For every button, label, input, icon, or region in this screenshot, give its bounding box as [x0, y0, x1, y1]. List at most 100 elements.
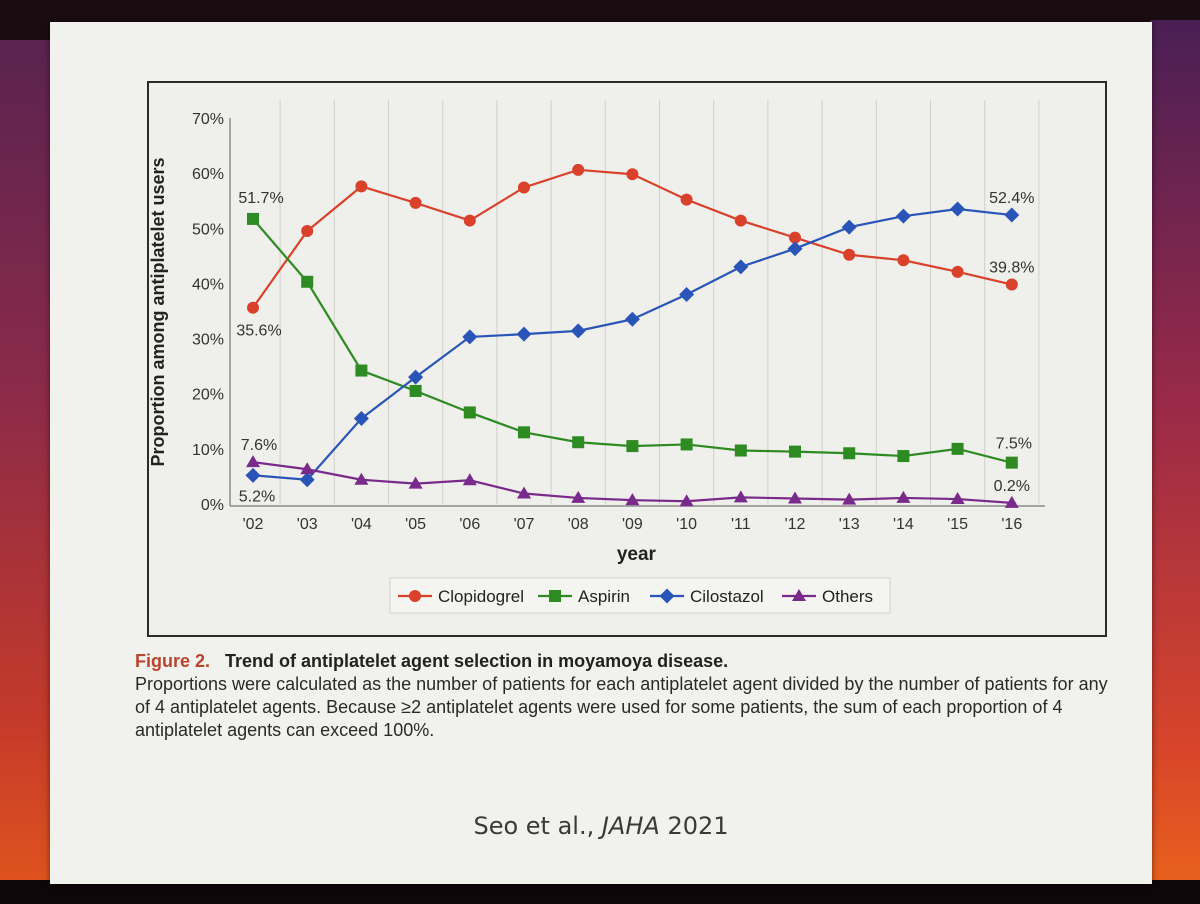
data-point-clopidogrel — [897, 254, 910, 267]
x-tick-label: '16 — [1001, 516, 1022, 533]
data-point-cilostazol — [408, 369, 424, 385]
data-point-cilostazol — [516, 326, 532, 342]
data-point-clopidogrel — [463, 214, 476, 227]
data-point-aspirin — [1005, 456, 1018, 469]
data-point-cilostazol — [679, 286, 695, 302]
data-point-clopidogrel — [789, 231, 801, 244]
data-point-others — [462, 473, 477, 486]
data-point-others — [733, 490, 748, 503]
data-point-cilostazol — [624, 311, 640, 327]
data-point-cilostazol — [841, 219, 857, 235]
data-point-others — [300, 462, 315, 475]
presentation-slide: 0% 10% 20% 30% 40% 50% 60% 70% '02 '03 '04 '05 '06 '0… — [50, 22, 1152, 884]
data-point-others — [1004, 495, 1019, 508]
x-tick-label: '05 — [405, 516, 426, 533]
background-right-decoration — [1150, 20, 1200, 880]
data-point-aspirin — [897, 450, 910, 463]
data-point-cilostazol — [245, 467, 261, 483]
data-point-others — [679, 494, 694, 507]
data-label: 5.2% — [239, 488, 275, 505]
data-point-cilostazol — [353, 411, 369, 427]
data-point-others — [246, 455, 260, 468]
data-point-cilostazol — [1004, 207, 1020, 223]
data-point-others — [896, 490, 911, 503]
y-tick-label: 0% — [201, 497, 224, 514]
data-point-cilostazol — [787, 241, 803, 257]
data-point-clopidogrel — [680, 193, 693, 206]
legend-marker — [792, 589, 806, 601]
data-point-aspirin — [463, 406, 476, 419]
y-tick-label: 50% — [192, 221, 224, 238]
data-point-clopidogrel — [301, 225, 314, 238]
y-tick-label: 20% — [192, 387, 224, 404]
data-label: 0.2% — [994, 478, 1030, 495]
data-point-aspirin — [301, 275, 314, 288]
data-point-clopidogrel — [518, 181, 530, 194]
figure-label: Figure 2. — [135, 651, 211, 671]
data-point-aspirin — [680, 438, 693, 451]
citation: Seo et al., JAHA 2021 — [50, 812, 1152, 840]
data-point-aspirin — [572, 436, 585, 449]
data-point-cilostazol — [299, 472, 315, 488]
data-point-clopidogrel — [247, 301, 259, 314]
y-tick-label: 10% — [192, 442, 224, 459]
data-point-others — [842, 492, 857, 505]
y-axis-title: Proportion among antiplatelet users — [148, 157, 168, 466]
y-tick-label: 70% — [192, 111, 224, 128]
data-point-clopidogrel — [572, 163, 585, 176]
data-point-others — [517, 486, 531, 499]
citation-journal: JAHA — [601, 812, 660, 840]
x-tick-label: '13 — [839, 516, 860, 533]
x-tick-label: '02 — [243, 516, 264, 533]
data-label: 51.7% — [238, 190, 283, 207]
data-point-aspirin — [789, 445, 801, 458]
x-tick-label: '06 — [459, 516, 480, 533]
data-point-cilostazol — [895, 208, 911, 224]
data-label: 52.4% — [989, 190, 1034, 207]
data-point-clopidogrel — [409, 196, 422, 209]
x-tick-label: '12 — [785, 516, 806, 533]
legend-marker — [659, 588, 675, 604]
data-point-clopidogrel — [1005, 278, 1018, 291]
y-tick-label: 60% — [192, 166, 224, 183]
series-line-clopidogrel — [252, 168, 1013, 309]
x-tick-label: '11 — [731, 516, 751, 533]
data-point-clopidogrel — [626, 168, 639, 181]
x-tick-label: '03 — [297, 516, 318, 533]
series-line-aspirin — [252, 218, 1013, 464]
data-point-clopidogrel — [734, 214, 747, 227]
data-point-aspirin — [626, 440, 639, 453]
data-point-others — [950, 492, 965, 505]
x-tick-label: '08 — [568, 516, 589, 533]
citation-authors: Seo et al., — [473, 812, 602, 840]
legend-marker — [549, 590, 561, 602]
legend-label: Aspirin — [578, 587, 630, 606]
figure-caption: Figure 2. Trend of antiplatelet agent se… — [135, 650, 1115, 742]
data-point-clopidogrel — [355, 180, 368, 193]
data-point-aspirin — [409, 384, 422, 397]
data-point-others — [571, 490, 586, 503]
figure-title: Trend of antiplatelet agent selection in… — [225, 651, 729, 671]
data-point-aspirin — [734, 444, 747, 457]
legend-label: Clopidogrel — [438, 587, 524, 606]
data-label: 39.8% — [989, 260, 1034, 277]
background-left-decoration — [0, 40, 52, 890]
legend-label: Others — [822, 587, 873, 606]
data-point-cilostazol — [570, 323, 586, 339]
data-label: 7.6% — [241, 437, 277, 454]
figure-caption-text: Proportions were calculated as the numbe… — [135, 674, 1108, 740]
series-line-cilostazol — [252, 207, 1012, 481]
data-point-others — [788, 491, 802, 504]
data-point-others — [354, 472, 369, 485]
data-point-others — [625, 493, 640, 506]
x-tick-label: '07 — [514, 516, 535, 533]
legend-label: Cilostazol — [690, 587, 764, 606]
data-point-cilostazol — [733, 259, 749, 275]
background-bottom-bar — [0, 880, 1200, 904]
x-tick-label: '14 — [893, 516, 914, 533]
data-point-others — [408, 476, 423, 489]
x-tick-label: '04 — [351, 516, 372, 533]
data-point-aspirin — [951, 442, 964, 455]
data-point-cilostazol — [950, 201, 966, 217]
data-point-aspirin — [355, 364, 368, 377]
